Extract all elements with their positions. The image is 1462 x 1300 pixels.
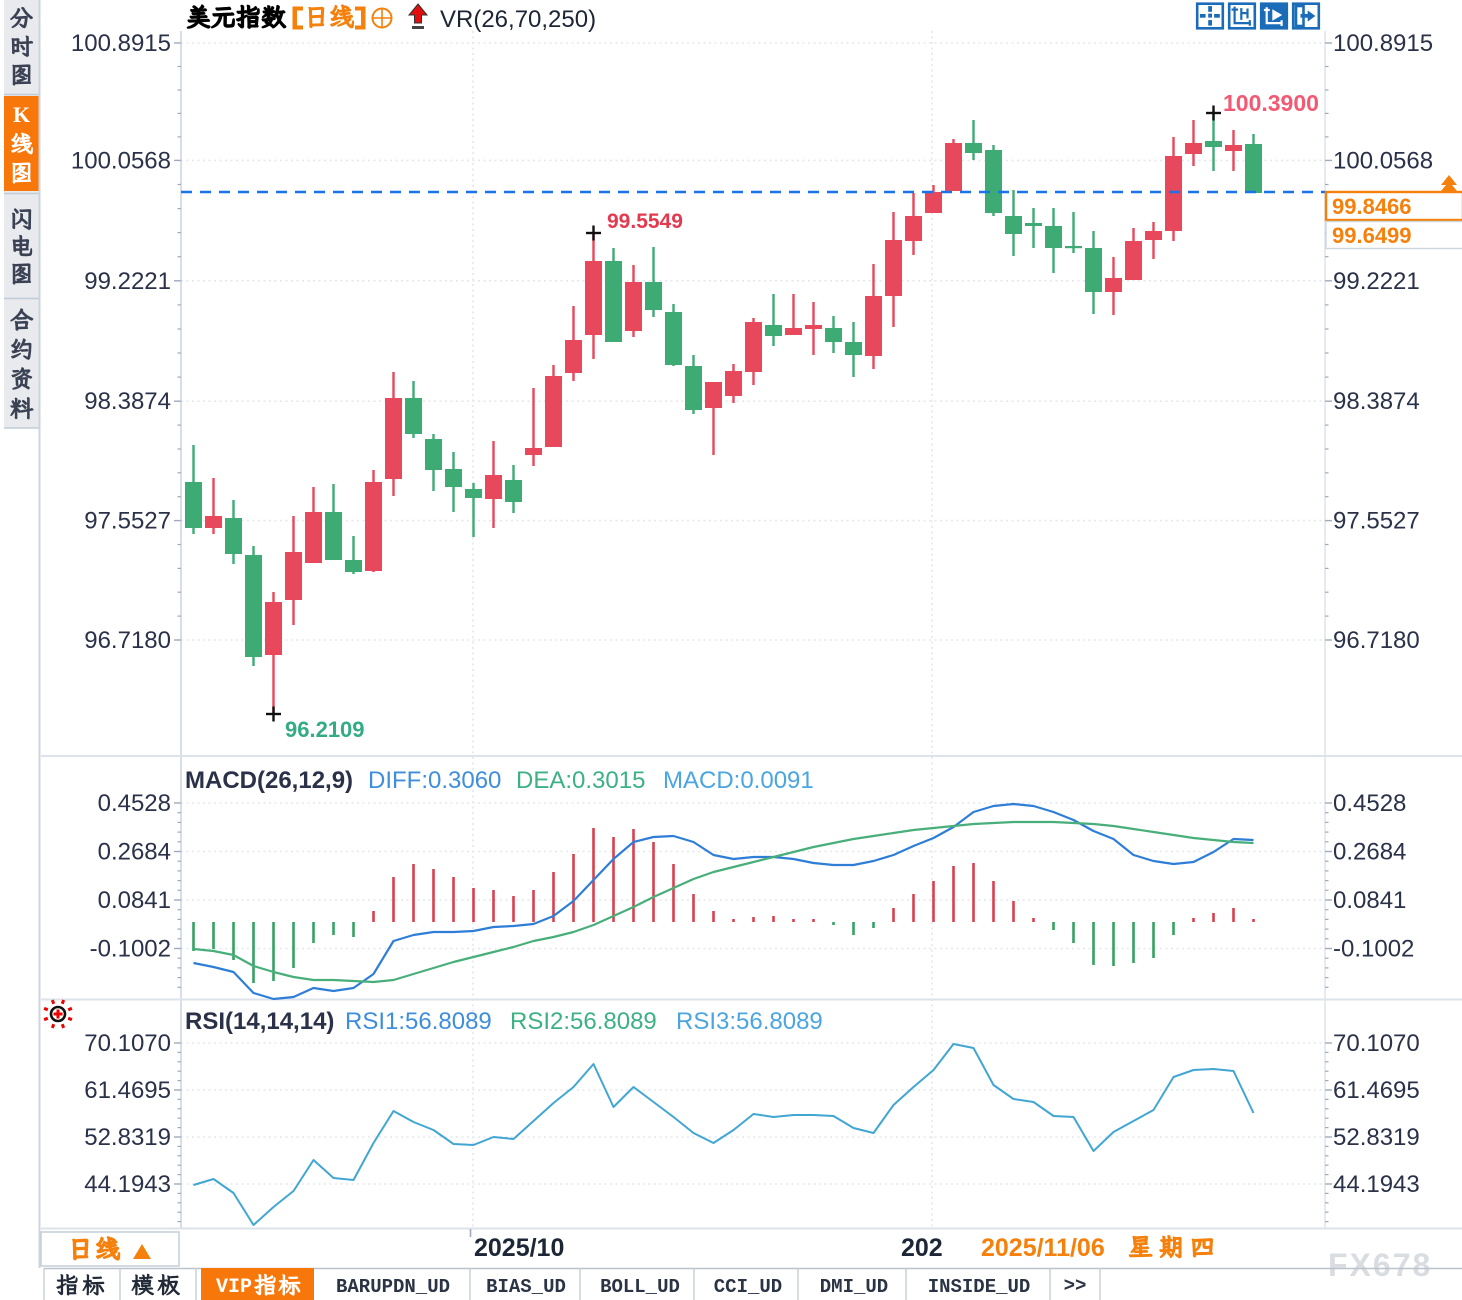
- svg-text:96.7180: 96.7180: [84, 627, 171, 654]
- svg-text:0.4528: 0.4528: [98, 790, 171, 817]
- svg-text:0.0841: 0.0841: [98, 887, 171, 914]
- svg-text:MACD:0.0091: MACD:0.0091: [663, 767, 814, 794]
- svg-text:2025/11/06: 2025/11/06: [981, 1234, 1105, 1262]
- svg-text:99.5549: 99.5549: [607, 210, 683, 233]
- svg-text:0.0841: 0.0841: [1333, 887, 1406, 914]
- svg-text:100.8915: 100.8915: [1333, 30, 1433, 57]
- svg-text:70.1070: 70.1070: [1333, 1030, 1420, 1057]
- svg-text:0.2684: 0.2684: [1333, 839, 1406, 866]
- svg-text:61.4695: 61.4695: [84, 1077, 171, 1104]
- svg-text:100.8915: 100.8915: [71, 30, 171, 57]
- svg-text:RSI2:56.8089: RSI2:56.8089: [510, 1008, 657, 1035]
- svg-text:97.5527: 97.5527: [84, 508, 171, 535]
- svg-text:97.5527: 97.5527: [1333, 508, 1420, 535]
- svg-text:-0.1002: -0.1002: [90, 936, 171, 963]
- svg-text:DMI_UD: DMI_UD: [820, 1276, 888, 1298]
- svg-text:61.4695: 61.4695: [1333, 1077, 1420, 1104]
- svg-text:-0.1002: -0.1002: [1333, 936, 1414, 963]
- svg-text:>>: >>: [1064, 1275, 1087, 1297]
- svg-text:RSI1:56.8089: RSI1:56.8089: [345, 1008, 492, 1035]
- svg-text:99.2221: 99.2221: [84, 268, 171, 295]
- svg-text:RSI3:56.8089: RSI3:56.8089: [676, 1008, 823, 1035]
- svg-text:INSIDE_UD: INSIDE_UD: [928, 1276, 1031, 1298]
- svg-text:FX678: FX678: [1328, 1247, 1432, 1283]
- svg-text:BARUPDN_UD: BARUPDN_UD: [336, 1276, 450, 1298]
- svg-text:96.2109: 96.2109: [285, 717, 365, 742]
- svg-text:VIP: VIP: [216, 1276, 252, 1299]
- svg-text:2025/10: 2025/10: [474, 1234, 564, 1262]
- svg-text:99.8466: 99.8466: [1332, 194, 1412, 219]
- svg-text:99.2221: 99.2221: [1333, 268, 1420, 295]
- svg-text:BOLL_UD: BOLL_UD: [600, 1276, 680, 1298]
- svg-text:70.1070: 70.1070: [84, 1030, 171, 1057]
- svg-text:DEA:0.3015: DEA:0.3015: [516, 767, 645, 794]
- svg-text:44.1943: 44.1943: [1333, 1171, 1420, 1198]
- svg-text:0.2684: 0.2684: [98, 839, 171, 866]
- svg-text:MACD(26,12,9): MACD(26,12,9): [185, 767, 353, 794]
- svg-text:BIAS_UD: BIAS_UD: [486, 1276, 566, 1298]
- svg-text:0.4528: 0.4528: [1333, 790, 1406, 817]
- svg-text:44.1943: 44.1943: [84, 1171, 171, 1198]
- svg-text:VR(26,70,250): VR(26,70,250): [440, 6, 596, 33]
- svg-text:K: K: [13, 102, 30, 127]
- svg-text:98.3874: 98.3874: [84, 388, 171, 415]
- svg-text:100.0568: 100.0568: [1333, 147, 1433, 174]
- svg-text:52.8319: 52.8319: [1333, 1124, 1420, 1151]
- svg-text:RSI(14,14,14): RSI(14,14,14): [185, 1008, 334, 1035]
- svg-text:98.3874: 98.3874: [1333, 388, 1420, 415]
- svg-text:100.0568: 100.0568: [71, 147, 171, 174]
- svg-text:CCI_UD: CCI_UD: [714, 1276, 782, 1298]
- svg-text:100.3900: 100.3900: [1223, 90, 1319, 116]
- svg-text:99.6499: 99.6499: [1332, 223, 1412, 248]
- svg-text:202: 202: [901, 1234, 943, 1262]
- svg-text:96.7180: 96.7180: [1333, 627, 1420, 654]
- svg-text:52.8319: 52.8319: [84, 1124, 171, 1151]
- svg-text:DIFF:0.3060: DIFF:0.3060: [368, 767, 501, 794]
